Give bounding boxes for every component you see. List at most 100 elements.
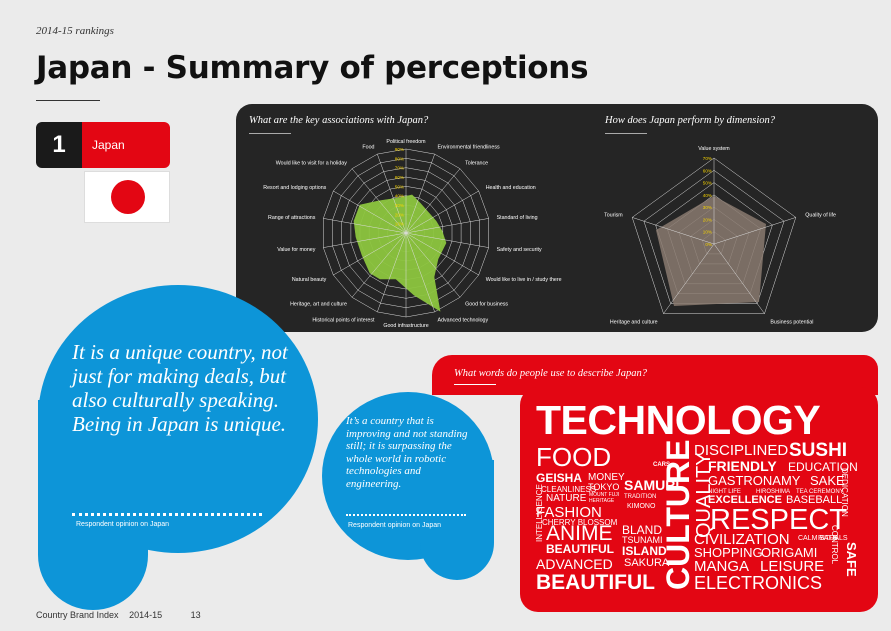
word: LEISURE [760, 558, 825, 575]
word: FOOD [536, 442, 612, 472]
word: FASHION [536, 504, 602, 521]
assoc-axis-label: Heritage, art and culture [290, 302, 347, 308]
assoc-axis-label: Resort and lodging options [263, 185, 326, 191]
word: SAKURA [624, 557, 670, 569]
dimensions-rule [605, 133, 647, 134]
assoc-axis-label: Standard of living [497, 215, 538, 221]
associations-series [353, 194, 447, 312]
dim-grid-ring [631, 157, 797, 314]
dim-axis-label: Heritage and culture [610, 320, 658, 326]
dimensions-radar: 10% 20% 30% 40% 50% 60% 70% 0% Value system Qual… [604, 146, 836, 326]
assoc-tick-label: 40% [395, 194, 404, 199]
word: HIROSHIMA [756, 489, 791, 495]
word: SAMURI [624, 477, 680, 493]
dimensions-heading: How does Japan perform by dimension? [605, 115, 776, 126]
assoc-axis-label: Food [362, 145, 374, 151]
word: GEISHA [536, 471, 583, 485]
assoc-spoke [405, 232, 479, 276]
word: BASEBALL [786, 494, 843, 506]
assoc-spoke [323, 218, 407, 234]
assoc-spoke [405, 232, 461, 298]
word: TOKYO [588, 482, 620, 492]
title-divider [36, 100, 100, 101]
dim-tick-label: 70% [703, 156, 712, 161]
word: INTELLIGENCE [535, 484, 544, 542]
word: GASTRONAMY [708, 473, 801, 488]
word: CARS [653, 462, 671, 468]
assoc-axis-label: Health and education [486, 185, 536, 191]
word: TRADITION [624, 494, 657, 500]
word: ANIME [546, 522, 613, 545]
word: RITUALS [818, 535, 848, 542]
assoc-tick-label: 80% [395, 156, 404, 161]
dim-tick-label: 60% [703, 168, 712, 173]
japan-flag-icon [84, 171, 170, 223]
quote-text-1: It is a unique country, not just for mak… [72, 340, 288, 436]
associations-radar: 10% 20% 30% 40% 50% 60% 70% 80% 90% Political fr… [263, 139, 561, 329]
dim-spoke [632, 217, 715, 245]
word: NIGHT LIFE [708, 489, 741, 495]
assoc-axis-label: Safety and security [497, 247, 542, 253]
word: CHERRY BLOSSOM [542, 518, 618, 527]
rank-number: 1 [36, 122, 82, 168]
word: TSUNAMI [622, 535, 663, 545]
word: KIMONO [627, 503, 656, 510]
assoc-tick-label: 90% [395, 147, 404, 152]
assoc-spoke [351, 168, 407, 234]
word: ISLAND [622, 544, 667, 558]
word: CLEANLINESS [541, 485, 597, 494]
footer-publication: Country Brand Index [36, 610, 119, 620]
assoc-axis-label: Would like to visit for a holiday [276, 161, 348, 167]
assoc-axis-label: Range of attractions [268, 215, 316, 221]
assoc-spoke [377, 232, 407, 312]
assoc-spoke [351, 232, 407, 298]
dim-spoke [713, 243, 765, 314]
dim-axis-label: Value system [698, 146, 730, 152]
word: SAFE [844, 542, 859, 577]
word: MANGA [694, 558, 750, 575]
word: ELECTRONICS [694, 573, 823, 593]
word: SUSHI [789, 440, 848, 461]
wordcloud-rule [454, 384, 496, 385]
assoc-spoke [405, 190, 479, 234]
assoc-tick-label: 70% [395, 166, 404, 171]
assoc-axis-label: Tolerance [465, 161, 488, 167]
dim-spoke [663, 243, 715, 314]
dim-axis-label: Quality of life [805, 212, 836, 218]
assoc-axis-label: Natural beauty [292, 277, 327, 283]
dim-spoke [713, 217, 796, 245]
word: TEA CEREMONY [796, 489, 844, 495]
assoc-spoke [405, 232, 489, 248]
word: MONEY [588, 472, 625, 483]
dim-axis-label: Business potential [770, 320, 813, 326]
assoc-axis-label: Good for business [465, 302, 508, 308]
quote-source-2: Respondent opinion on Japan [348, 522, 442, 529]
wordcloud-heading: What words do people use to describe Jap… [454, 368, 647, 379]
dim-axis-label: Tourism [604, 212, 623, 218]
assoc-spoke [405, 232, 435, 312]
word: SHOPPING [694, 545, 763, 560]
dim-tick-label: 20% [703, 217, 712, 222]
assoc-tick-label: 20% [395, 212, 404, 217]
word: ORIGAMI [761, 545, 818, 560]
associations-rule [249, 133, 291, 134]
assoc-spoke [333, 232, 407, 276]
word: DISCIPLINED [694, 442, 789, 459]
assoc-axis-label: Advanced technology [438, 318, 489, 324]
word: EDUCATION [788, 460, 858, 474]
assoc-spoke [405, 168, 461, 234]
page-footer: Country Brand Index 2014-15 13 [36, 610, 209, 620]
assoc-spoke [323, 232, 407, 248]
word: HERITAGE [589, 498, 615, 504]
assoc-spoke [333, 190, 407, 234]
word: NATURE [546, 493, 587, 504]
country-label: Japan [82, 122, 170, 168]
page-title: Japan - Summary of perceptions [36, 50, 589, 86]
word: RESPECT [710, 504, 847, 536]
word: TECHNOLOGY [536, 397, 821, 443]
assoc-axis-label: Political freedom [386, 139, 426, 145]
quote-text-2: It’s a country that is improving and not… [346, 415, 468, 490]
dim-tick-label: 50% [703, 181, 712, 186]
word: CALM SAFE [798, 535, 838, 542]
